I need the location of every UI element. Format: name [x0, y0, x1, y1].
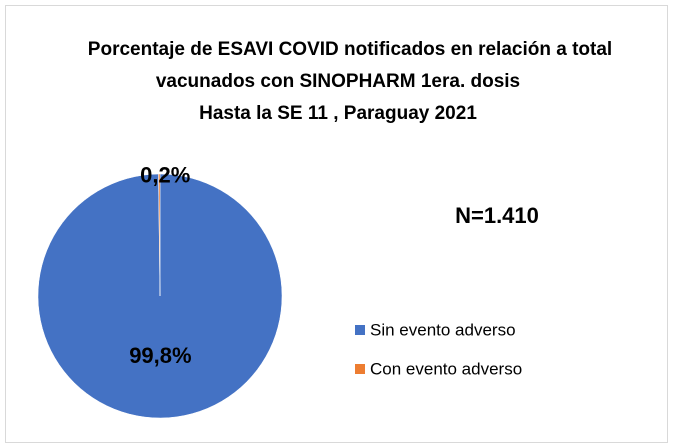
legend-swatch	[355, 325, 365, 335]
legend-swatch	[355, 364, 365, 374]
legend-label: Con evento adverso	[370, 359, 522, 378]
chart-title: Porcentaje de ESAVI COVID notificados en…	[88, 39, 612, 60]
legend-label: Sin evento adverso	[370, 320, 516, 339]
data-label: 0,2%	[140, 162, 190, 187]
annotation: N=1.410	[455, 203, 539, 228]
pie-slice	[158, 173, 161, 297]
data-label: 99,8%	[129, 343, 191, 368]
chart-title: Hasta la SE 11 , Paraguay 2021	[199, 103, 477, 124]
chart-title: vacunados con SINOPHARM 1era. dosis	[156, 71, 520, 92]
